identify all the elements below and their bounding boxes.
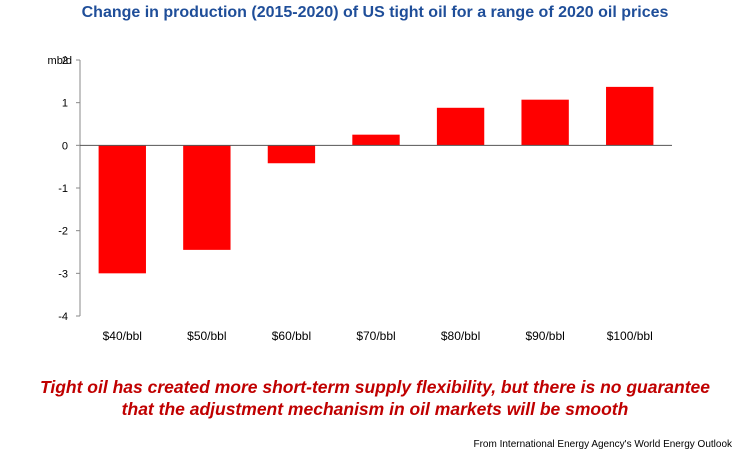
y-tick-label: 2 (62, 55, 68, 67)
bar-40-bbl (98, 145, 146, 274)
bars (98, 86, 654, 274)
y-tick-label: -4 (58, 311, 68, 323)
bar-50-bbl (183, 145, 231, 250)
y-tick-label: 1 (62, 98, 68, 110)
x-axis-tick-labels: $40/bbl $50/bbl $60/bbl $70/bbl $80/bbl $90/b… (103, 329, 653, 343)
x-tick-label: $90/bbl (525, 329, 564, 343)
caption: Tight oil has created more short-term su… (0, 376, 750, 420)
caption-line-2: that the adjustment mechanism in oil mar… (121, 399, 629, 419)
x-tick-label: $40/bbl (103, 329, 142, 343)
bar-80-bbl (436, 107, 485, 146)
y-tick-label: -1 (58, 183, 68, 195)
x-tick-label: $70/bbl (356, 329, 395, 343)
y-tick-label: -3 (58, 268, 68, 280)
caption-line-1: Tight oil has created more short-term su… (40, 377, 710, 397)
source-note: From International Energy Agency's World… (473, 439, 732, 450)
chart-title: Change in production (2015-2020) of US t… (81, 4, 669, 21)
x-tick-label: $80/bbl (441, 329, 480, 343)
y-tick-label: -2 (58, 226, 68, 238)
bar-90-bbl (521, 99, 569, 146)
y-axis-ticks: 2 1 0 -1 -2 -3 -4 (58, 55, 80, 323)
x-tick-label: $50/bbl (187, 329, 226, 343)
y-tick-label: 0 (62, 140, 68, 152)
x-tick-label: $60/bbl (272, 329, 311, 343)
bar-chart: mb/d 2 1 0 -1 -2 -3 -4 $40/bbl $50/bbl $60/bbl $7… (48, 55, 672, 343)
x-tick-label: $100/bbl (607, 329, 653, 343)
y-axis-label: mb/d (48, 55, 72, 67)
bar-70-bbl (352, 134, 400, 146)
bar-60-bbl (267, 145, 316, 164)
bar-100-bbl (606, 86, 654, 146)
